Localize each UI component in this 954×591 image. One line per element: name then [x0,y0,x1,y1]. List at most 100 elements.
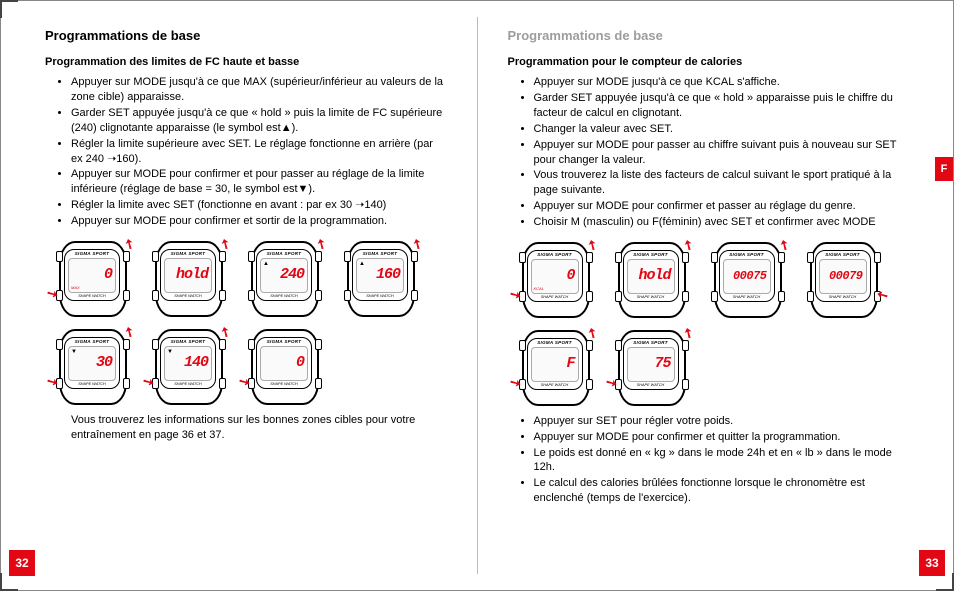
watch-model: SHAPE WATCH [528,295,582,301]
watch-display-value: hold [638,266,670,286]
watch-button [682,291,689,302]
manual-spread: F Programmations de base Programmation d… [0,0,954,591]
page-title: Programmations de base [45,27,447,45]
page-spread: Programmations de base Programmation des… [1,1,953,590]
watch-model: SHAPE WATCH [257,294,311,300]
watch-face: SIGMA SPORTholdSHAPE WATCH [623,250,679,302]
watch-display-value: 240 [280,265,304,285]
watch-diagram: SIGMA SPORT75SHAPE WATCH➘➘ [612,326,690,406]
footer-note: Vous trouverez les informations sur les … [71,413,447,443]
watch-button [778,291,785,302]
instruction-item: Garder SET appuyée jusqu'à ce que « hold… [534,91,910,121]
watch-button [519,340,526,351]
watch-button [248,290,255,301]
watch-limit-icon: ▼ [167,349,173,355]
watch-brand: SIGMA SPORT [257,338,311,345]
watch-face: SIGMA SPORTholdSHAPE WATCH [160,249,216,301]
watch-model: SHAPE WATCH [720,295,774,301]
press-arrow-icon: ➘ [508,376,522,390]
watch-model: SHAPE WATCH [816,295,870,301]
watch-button [807,291,814,302]
watch-face: SIGMA SPORT0KCALSHAPE WATCH [527,250,583,302]
watch-brand: SIGMA SPORT [720,251,774,258]
right-page: Programmations de base Programmation pou… [478,1,954,590]
press-arrow-icon: ➘ [681,326,695,340]
watch-lcd: hold [627,259,675,294]
watch-button [682,379,689,390]
instruction-list: Appuyer sur MODE jusqu'à ce que KCAL s'a… [508,75,910,229]
watch-button [411,290,418,301]
watch-button [56,251,63,262]
watch-face: SIGMA SPORT140▼SHAPE WATCH [160,337,216,389]
watch-button [711,252,718,263]
watch-model: SHAPE WATCH [161,294,215,300]
watch-diagram: SIGMA SPORTholdSHAPE WATCH➘ [149,237,227,317]
watch-brand: SIGMA SPORT [65,250,119,257]
watch-display-value: 75 [654,354,670,374]
left-page: Programmations de base Programmation des… [1,1,477,590]
watch-display-value: F [566,354,574,374]
watch-model: SHAPE WATCH [65,382,119,388]
watch-button [807,252,814,263]
section-subtitle: Programmation pour le compteur de calori… [508,55,910,70]
watch-lcd: 140▼ [164,346,212,381]
watch-button [248,251,255,262]
watch-diagram: SIGMA SPORT00075SHAPE WATCH➘ [708,238,786,318]
watch-face: SIGMA SPORT75SHAPE WATCH [623,338,679,390]
watch-model: SHAPE WATCH [624,383,678,389]
watch-diagram: SIGMA SPORT160▲SHAPE WATCH➘ [341,237,419,317]
watch-display-value: 30 [96,353,112,373]
instruction-list: Appuyer sur SET pour régler votre poids.… [508,414,910,506]
page-title: Programmations de base [508,27,910,45]
watch-button [315,290,322,301]
watch-diagram: SIGMA SPORT00079SHAPE WATCH➘ [804,238,882,318]
watch-brand: SIGMA SPORT [816,251,870,258]
page-number: 33 [919,550,945,576]
watch-lcd: 0 [260,346,308,381]
watch-mode-label: MAX [71,285,80,290]
watch-diagram: SIGMA SPORT0MAXSHAPE WATCH➘➘ [53,237,131,317]
watch-face: SIGMA SPORT240▲SHAPE WATCH [256,249,312,301]
section-subtitle: Programmation des limites de FC haute et… [45,55,447,70]
press-arrow-icon: ➘ [45,375,59,389]
watch-face: SIGMA SPORT00075SHAPE WATCH [719,250,775,302]
press-arrow-icon: ➘ [141,375,155,389]
press-arrow-icon: ➘ [410,237,424,251]
watch-limit-icon: ▼ [71,349,77,355]
watch-button [315,339,322,350]
watch-diagram-row: SIGMA SPORT0MAXSHAPE WATCH➘➘SIGMA SPORTh… [53,237,447,405]
watch-model: SHAPE WATCH [528,383,582,389]
instruction-item: Choisir M (masculin) ou F(féminin) avec … [534,215,910,230]
watch-lcd: 30 ▼ [68,346,116,381]
press-arrow-icon: ➘ [314,237,328,251]
watch-lcd: 00079 [819,259,867,294]
watch-diagram: SIGMA SPORT30▼SHAPE WATCH➘➘ [53,325,131,405]
instruction-item: Vous trouverez la liste des facteurs de … [534,168,910,198]
instruction-item: Appuyer sur MODE pour confirmer et pour … [71,167,447,197]
watch-button [152,251,159,262]
watch-face: SIGMA SPORT0MAXSHAPE WATCH [64,249,120,301]
instruction-item: Appuyer sur MODE jusqu'à ce que MAX (sup… [71,75,447,105]
watch-diagram: SIGMA SPORT0SHAPE WATCH➘ [245,325,323,405]
watch-brand: SIGMA SPORT [161,250,215,257]
watch-button [615,252,622,263]
watch-display-value: 00079 [829,268,863,284]
press-arrow-icon: ➘ [508,288,522,302]
watch-button [315,378,322,389]
watch-brand: SIGMA SPORT [624,251,678,258]
watch-lcd: 160▲ [356,258,404,293]
watch-model: SHAPE WATCH [161,382,215,388]
watch-lcd: 0MAX [68,258,116,293]
press-arrow-icon: ➘ [585,326,599,340]
watch-face: SIGMA SPORTFSHAPE WATCH [527,338,583,390]
watch-button [123,378,130,389]
watch-button [248,339,255,350]
watch-model: SHAPE WATCH [257,382,311,388]
watch-lcd: 75 [627,347,675,382]
watch-lcd: 00075 [723,259,771,294]
watch-brand: SIGMA SPORT [528,251,582,258]
watch-mode-label: KCAL [534,286,544,291]
watch-brand: SIGMA SPORT [161,338,215,345]
watch-model: SHAPE WATCH [65,294,119,300]
watch-diagram: SIGMA SPORT240▲SHAPE WATCH➘ [245,237,323,317]
